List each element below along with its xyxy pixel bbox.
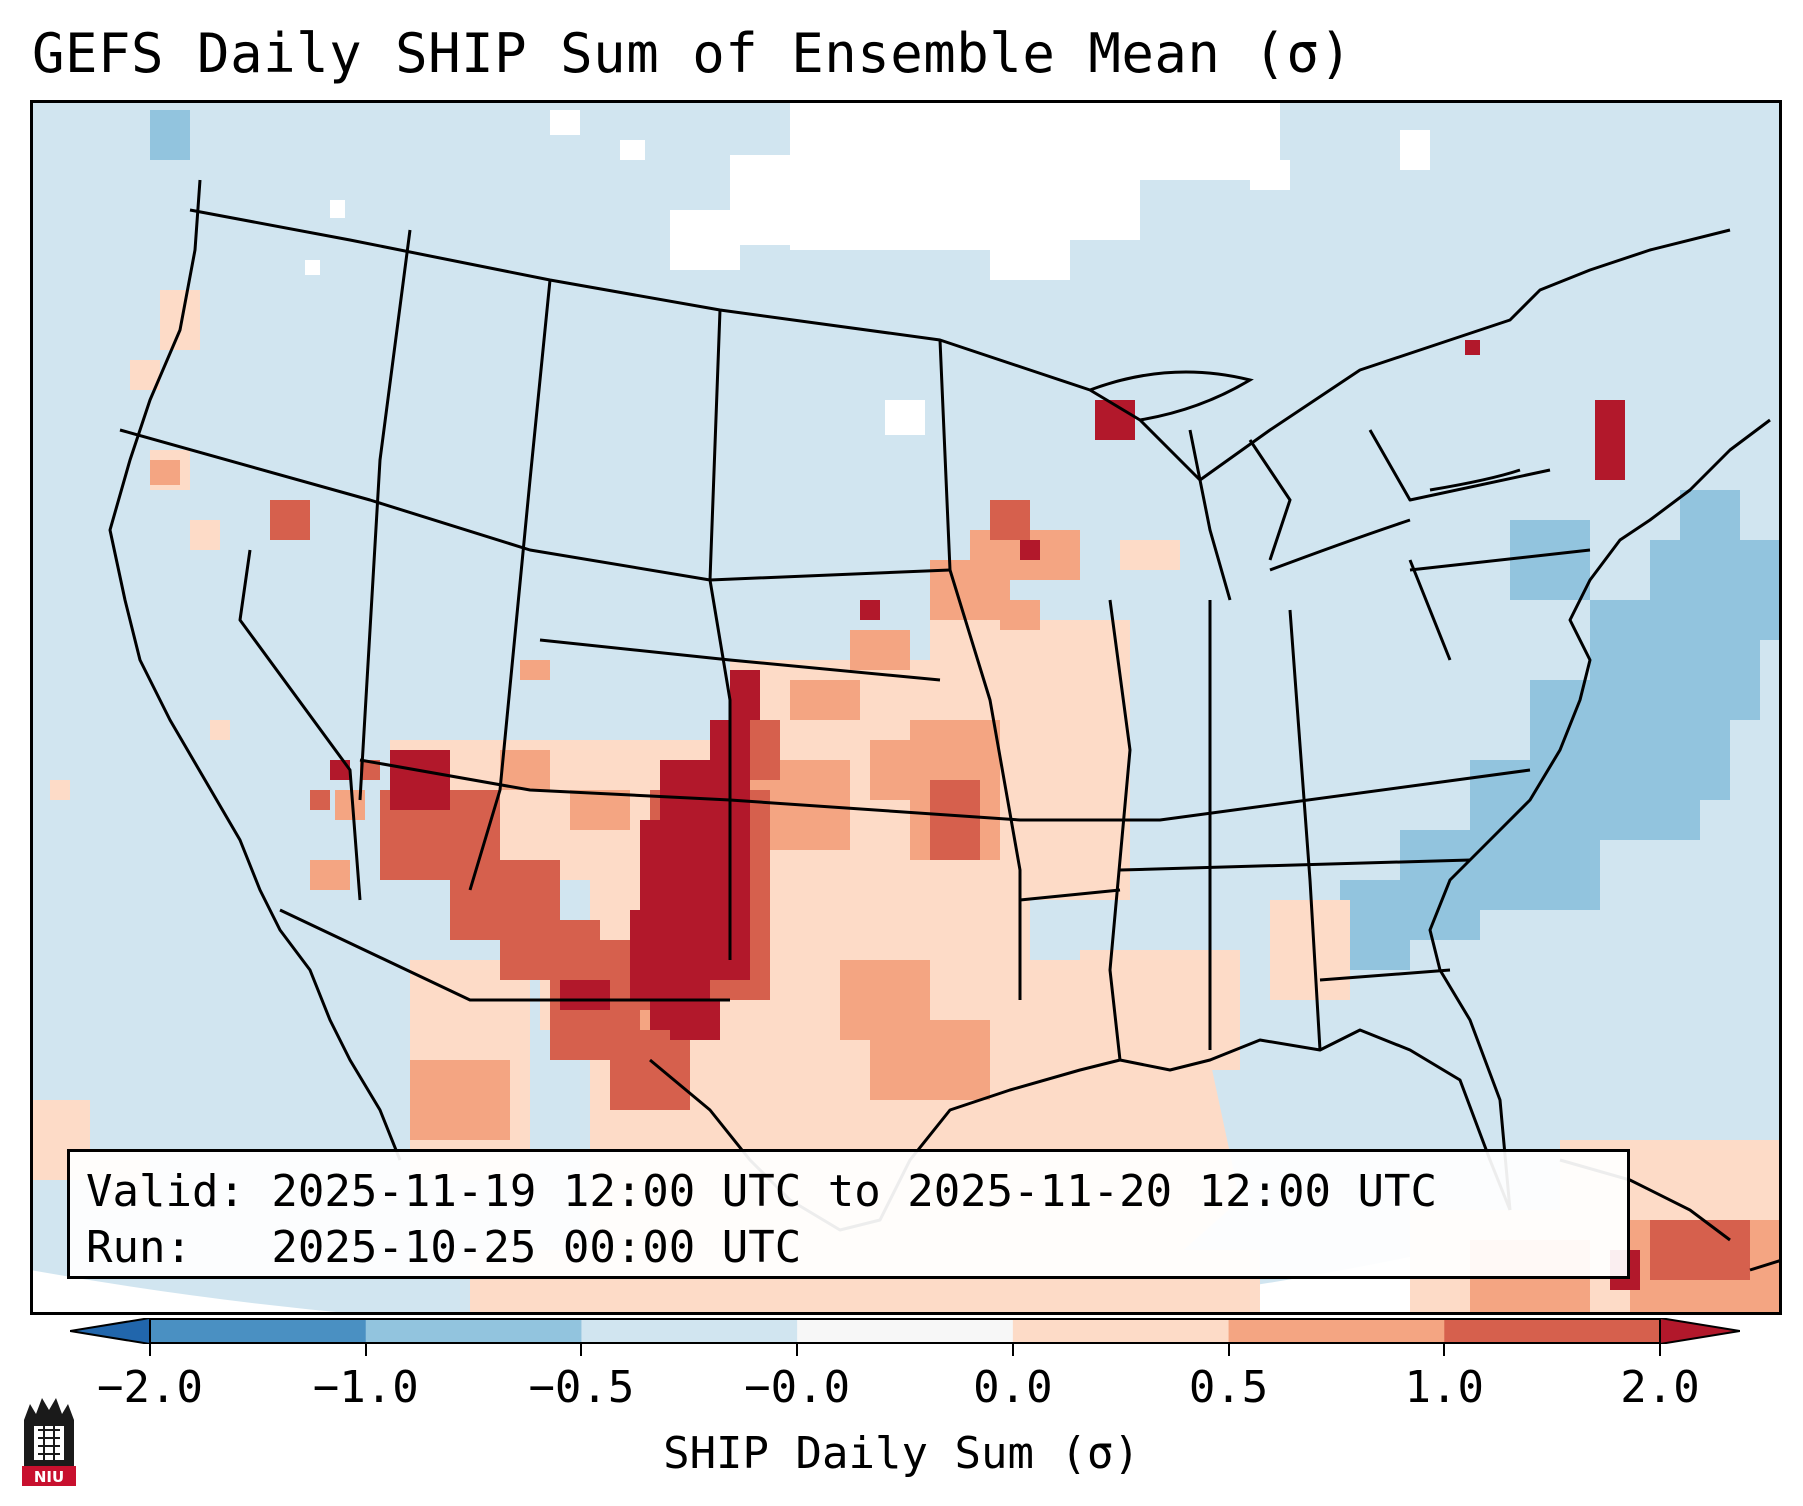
valid-time-text: Valid: 2025-11-19 12:00 UTC to 2025-11-2… xyxy=(86,1166,1438,1217)
colorbar-bin xyxy=(150,1319,367,1343)
state-line xyxy=(358,229,412,801)
state-line xyxy=(708,309,732,960)
colorbar-tick-label: −0.5 xyxy=(528,1362,635,1413)
anomaly-map xyxy=(30,100,1782,1315)
colorbar-tick-mark xyxy=(1227,1344,1230,1356)
atlantic-coastline xyxy=(1428,418,1771,1211)
colorbar-bin xyxy=(365,1319,582,1343)
state-line xyxy=(1408,559,1452,661)
colorbar-tick-mark xyxy=(580,1344,583,1356)
colorbar-tick-mark xyxy=(1011,1344,1014,1356)
niu-logo: NIU xyxy=(22,1398,76,1486)
colorbar-bin xyxy=(581,1319,798,1343)
colorbar-tick-label: 1.0 xyxy=(1404,1362,1485,1413)
colorbar-tick-mark xyxy=(364,1344,367,1356)
colorbar-extend-low xyxy=(70,1318,151,1344)
state-line xyxy=(1288,609,1322,1051)
colorbar-bin xyxy=(797,1319,1014,1343)
state-line xyxy=(1119,858,1471,872)
state-line xyxy=(468,279,552,891)
colorbar-extend-high xyxy=(1659,1318,1740,1344)
colorbar-bin xyxy=(1012,1319,1230,1343)
niu-logo-text: NIU xyxy=(34,1468,64,1486)
state-line xyxy=(359,758,1531,822)
colorbar-tick-label: 0.5 xyxy=(1188,1362,1269,1413)
state-line xyxy=(1108,599,1132,1061)
map-title: GEFS Daily SHIP Sum of Ensemble Mean (σ) xyxy=(32,22,1353,85)
colorbar-tick-mark xyxy=(796,1344,799,1356)
positive-dark-region xyxy=(330,340,1640,1290)
colorbar-tick-label: −2.0 xyxy=(97,1362,203,1413)
colorbar-outline xyxy=(149,1318,1661,1344)
state-line xyxy=(1368,429,1551,502)
colorbar-tick-label: 0.0 xyxy=(973,1362,1053,1413)
pacific-coastline xyxy=(108,179,402,1161)
atlantic-blue-region xyxy=(150,110,1782,1270)
neutral-region xyxy=(305,100,1430,435)
great-lakes xyxy=(1089,370,1521,601)
run-time-text: Run: 2025-10-25 00:00 UTC xyxy=(86,1222,802,1273)
colorbar-bin xyxy=(1228,1319,1445,1343)
state-line xyxy=(938,339,1022,1000)
colorbar-bin xyxy=(1444,1319,1661,1343)
state-line xyxy=(1319,968,1451,982)
state-line xyxy=(1409,548,1591,572)
colorbar-tick-label: 2.0 xyxy=(1620,1362,1700,1413)
map-frame xyxy=(30,100,1782,1315)
colorbar-label: SHIP Daily Sum (σ) xyxy=(663,1428,1140,1479)
colorbar-tick-mark xyxy=(1659,1344,1661,1356)
colorbar-tick-mark xyxy=(149,1344,151,1356)
state-line xyxy=(279,908,730,1002)
colorbar-tick-label: −0.0 xyxy=(744,1362,851,1413)
state-line xyxy=(238,549,362,901)
state-line xyxy=(119,428,951,582)
validity-info-box: Valid: 2025-11-19 12:00 UTC to 2025-11-2… xyxy=(67,1149,1630,1279)
colorbar-tick-label: −1.0 xyxy=(312,1362,419,1413)
state-line xyxy=(539,638,941,682)
state-line xyxy=(1019,888,1121,902)
colorbar-tick-mark xyxy=(1443,1344,1446,1356)
colorbar xyxy=(70,1318,1740,1344)
